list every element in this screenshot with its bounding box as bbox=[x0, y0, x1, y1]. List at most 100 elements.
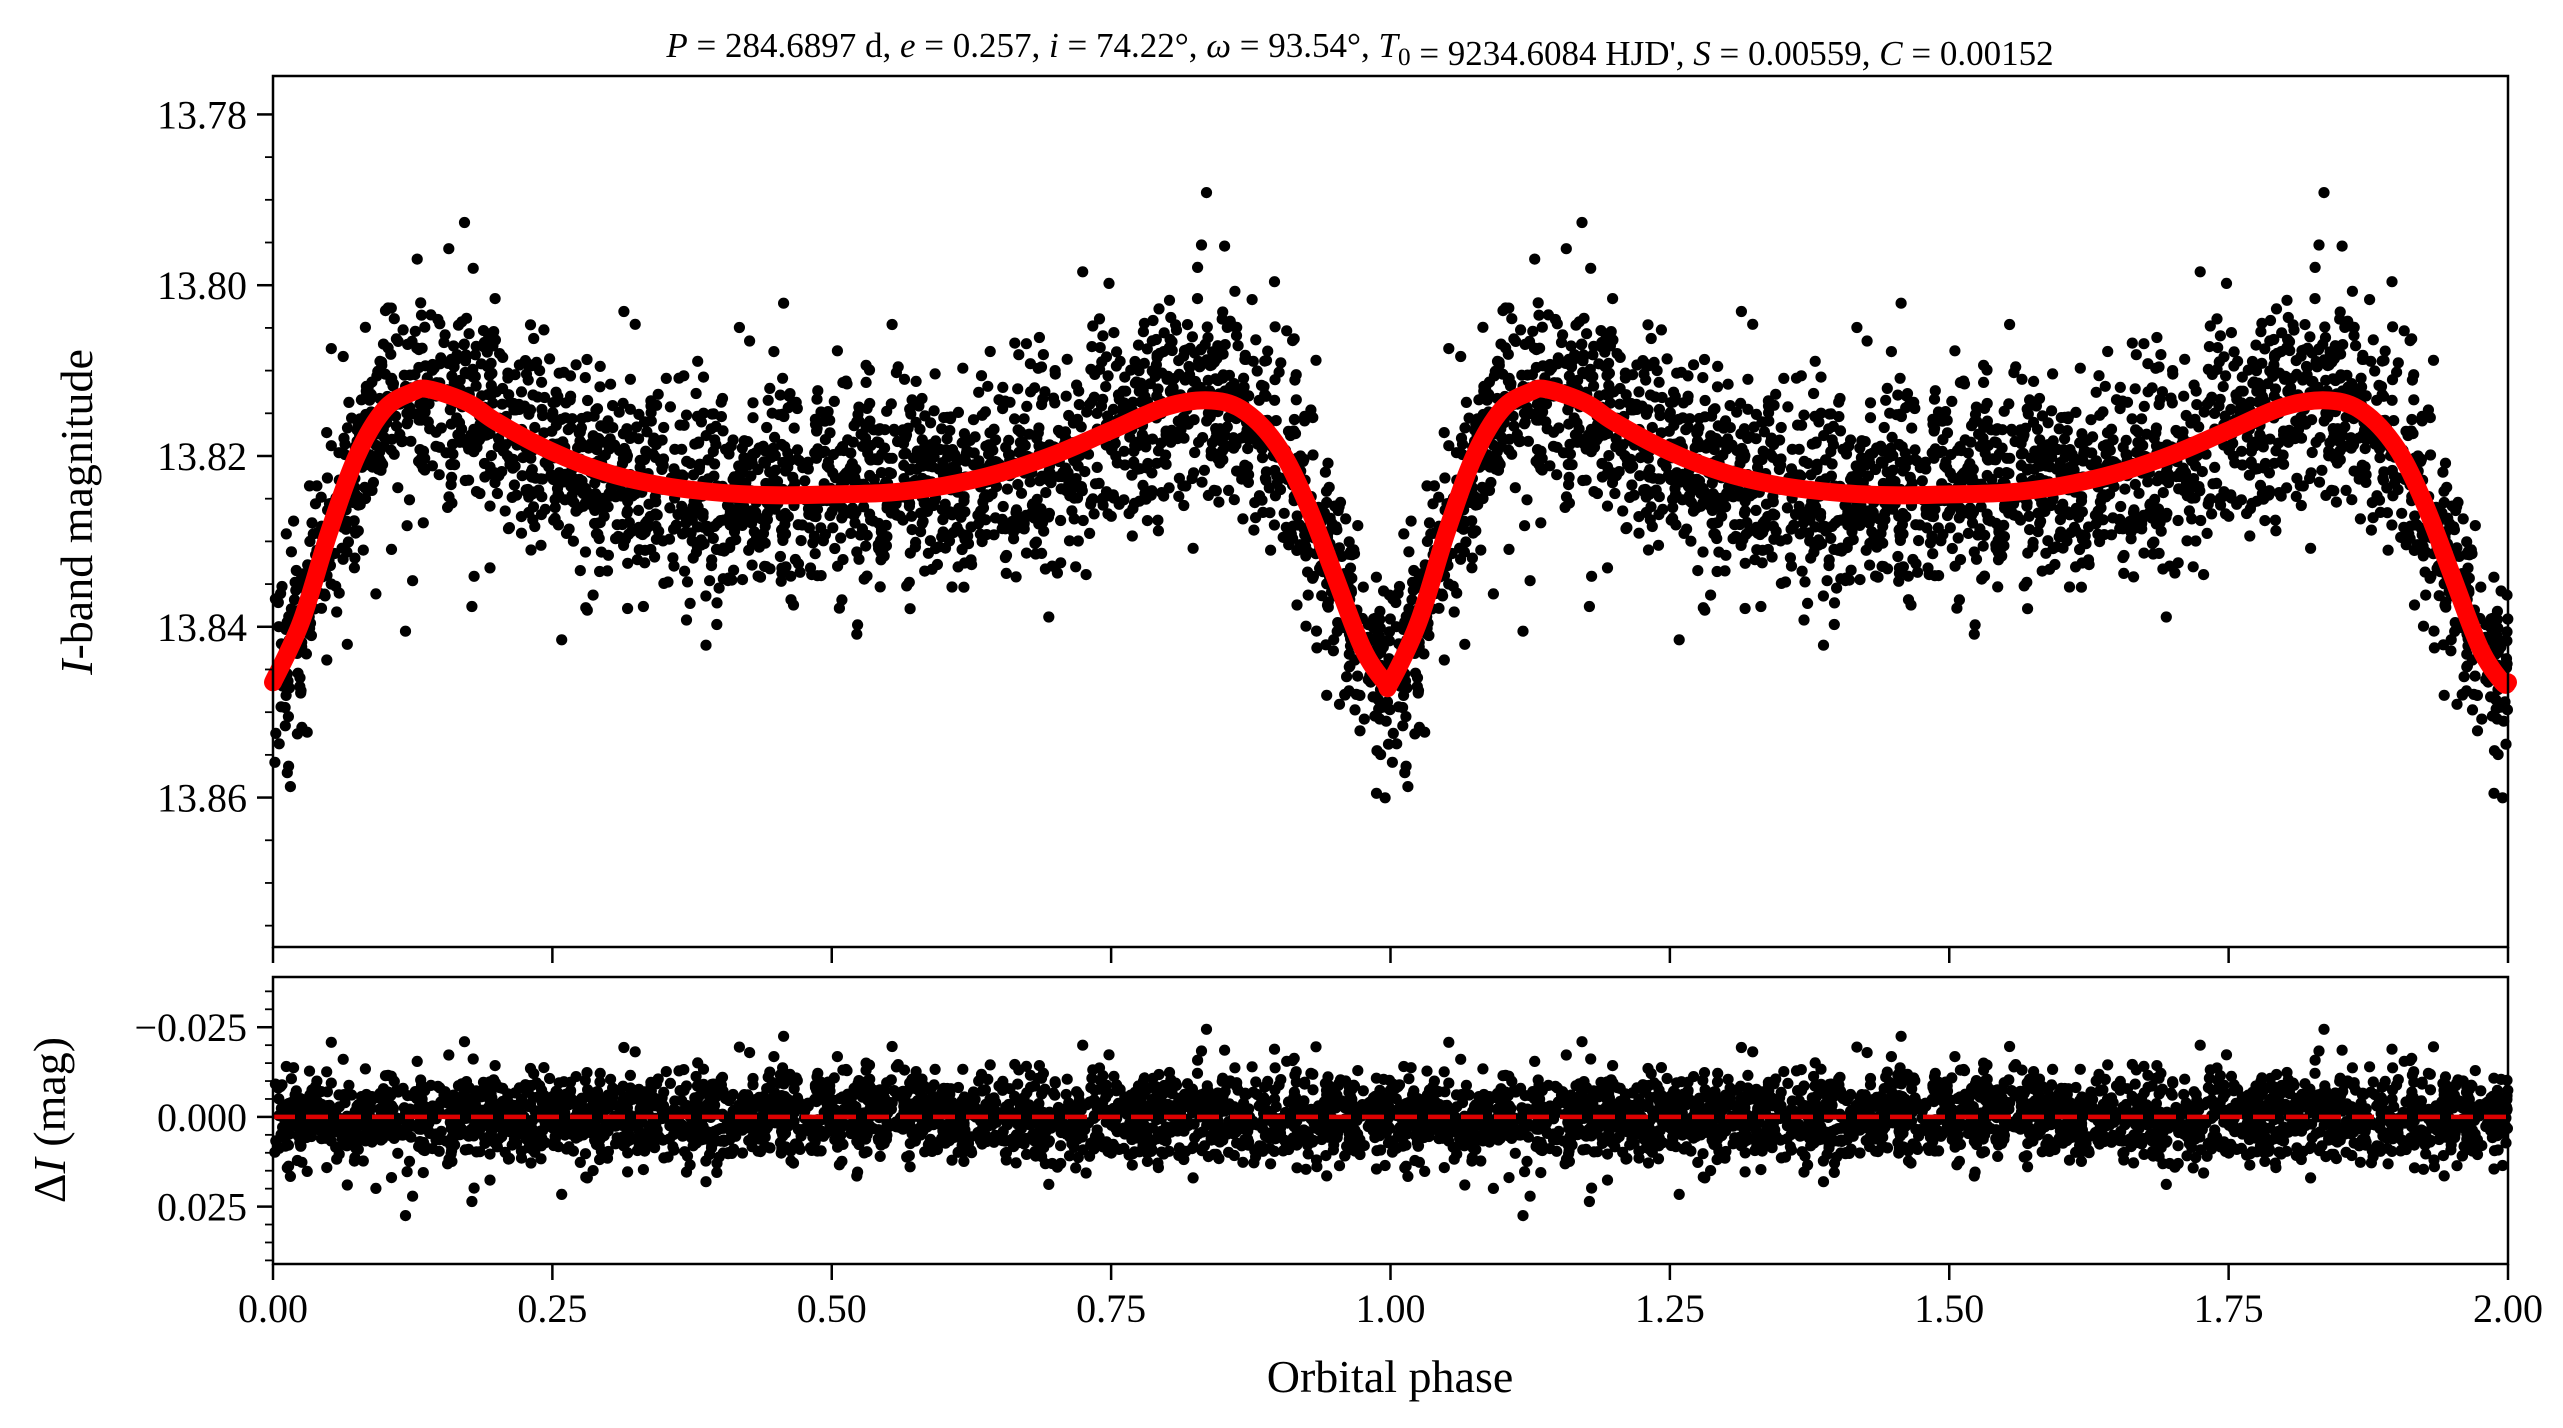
observation-point bbox=[1196, 476, 1208, 488]
observation-point bbox=[1238, 372, 1250, 384]
observation-point bbox=[1275, 357, 1287, 369]
observation-point bbox=[1205, 359, 1218, 371]
observation-point bbox=[1300, 620, 1312, 632]
observation-point bbox=[621, 507, 633, 519]
observation-point bbox=[774, 550, 787, 563]
observation-point bbox=[1708, 528, 1720, 540]
observation-point bbox=[508, 479, 520, 491]
observation-point bbox=[2021, 464, 2033, 476]
observation-point bbox=[1927, 413, 1939, 425]
observation-point bbox=[1916, 475, 1928, 487]
observation-point bbox=[2196, 466, 2208, 478]
observation-point bbox=[1815, 371, 1827, 383]
observation-point bbox=[1993, 523, 2005, 535]
observation-point bbox=[2153, 398, 2165, 411]
observation-point bbox=[1460, 396, 1472, 408]
observation-point bbox=[2263, 485, 2275, 497]
observation-point bbox=[941, 433, 953, 445]
observation-point bbox=[2379, 345, 2391, 357]
observation-point bbox=[1068, 492, 1080, 504]
observation-point bbox=[2330, 496, 2342, 508]
observation-point bbox=[1884, 407, 1896, 419]
observation-point bbox=[1767, 520, 1779, 532]
observation-point bbox=[562, 424, 574, 436]
observation-point bbox=[1421, 535, 1433, 548]
observation-point bbox=[510, 489, 523, 501]
observation-point bbox=[1509, 482, 1521, 494]
observation-point bbox=[1834, 425, 1847, 437]
observation-point bbox=[717, 573, 729, 585]
observation-point bbox=[1409, 667, 1422, 679]
observation-point bbox=[874, 423, 886, 435]
observation-point bbox=[1408, 564, 1420, 577]
observation-point bbox=[473, 434, 485, 446]
observation-point bbox=[419, 464, 431, 476]
observation-point bbox=[2040, 547, 2052, 559]
observation-point bbox=[2245, 456, 2257, 468]
observation-point bbox=[403, 494, 416, 506]
observation-point bbox=[1907, 553, 1919, 566]
observation-point bbox=[432, 313, 444, 326]
observation-point bbox=[854, 529, 867, 541]
observation-point bbox=[1407, 584, 1419, 596]
observation-point bbox=[939, 498, 951, 510]
observation-point bbox=[674, 419, 686, 431]
observation-point bbox=[1111, 346, 1123, 358]
observation-point bbox=[535, 539, 547, 551]
observation-point bbox=[2358, 353, 2370, 365]
observation-point bbox=[504, 397, 516, 409]
observation-point bbox=[1001, 483, 1014, 495]
observation-point bbox=[1463, 412, 1475, 424]
observation-point bbox=[1846, 515, 1858, 527]
observation-point bbox=[828, 395, 840, 407]
observation-point bbox=[621, 452, 633, 464]
observation-point bbox=[325, 440, 337, 452]
observation-point bbox=[1563, 370, 1575, 382]
observation-point bbox=[649, 451, 662, 463]
observation-point bbox=[592, 491, 604, 503]
observation-point bbox=[1402, 781, 1414, 793]
observation-point bbox=[1862, 510, 1874, 522]
observation-point bbox=[1835, 542, 1847, 554]
observation-point bbox=[681, 576, 694, 588]
observation-point bbox=[2404, 532, 2416, 545]
observation-point bbox=[1526, 369, 1538, 381]
observation-point bbox=[1796, 509, 1808, 521]
observation-point bbox=[285, 546, 297, 558]
observation-point bbox=[1778, 372, 1790, 384]
observation-point bbox=[594, 360, 606, 372]
observation-point bbox=[928, 405, 940, 417]
observation-point bbox=[385, 543, 398, 556]
observation-point bbox=[997, 500, 1009, 513]
observation-point bbox=[811, 393, 823, 405]
observation-point bbox=[1682, 390, 1694, 402]
observation-point bbox=[904, 603, 916, 615]
observation-point bbox=[1633, 510, 1645, 523]
observation-point bbox=[1398, 528, 1410, 540]
observation-point bbox=[1668, 419, 1680, 431]
observation-point bbox=[2074, 362, 2086, 374]
observation-point bbox=[769, 449, 781, 462]
observation-point bbox=[1264, 507, 1276, 519]
observation-point bbox=[2264, 314, 2277, 327]
observation-point bbox=[2323, 445, 2335, 457]
observation-point bbox=[2406, 374, 2418, 386]
observation-point bbox=[1319, 466, 1331, 478]
observation-point bbox=[1517, 625, 1529, 637]
observation-point bbox=[1064, 471, 1076, 483]
observation-point bbox=[385, 444, 397, 456]
observation-point bbox=[817, 535, 830, 547]
observation-point bbox=[2319, 332, 2332, 344]
observation-point bbox=[409, 325, 421, 337]
observation-point bbox=[1813, 416, 1825, 428]
observation-point bbox=[1664, 407, 1676, 419]
observation-point bbox=[777, 372, 789, 384]
observation-point bbox=[398, 369, 410, 381]
observation-point bbox=[1163, 341, 1175, 353]
observation-point bbox=[1547, 440, 1560, 452]
observation-point bbox=[788, 422, 800, 434]
observation-point bbox=[1503, 302, 1515, 314]
observation-point bbox=[1603, 357, 1615, 369]
observation-point bbox=[1423, 629, 1435, 642]
observation-point bbox=[1536, 464, 1548, 476]
